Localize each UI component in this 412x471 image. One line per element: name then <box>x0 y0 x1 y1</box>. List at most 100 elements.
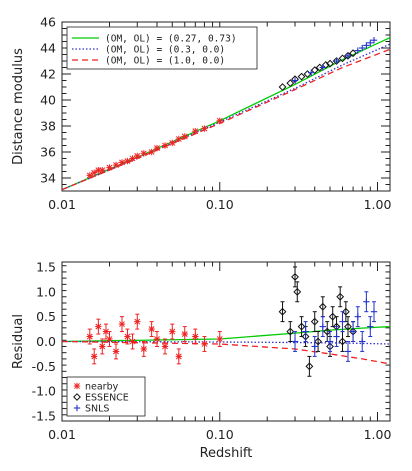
data-point-plus <box>344 52 352 59</box>
x-tick-label: 0.01 <box>48 427 76 442</box>
model-curve-dashed <box>62 48 390 191</box>
data-point-asterisk-d2 <box>216 336 223 342</box>
data-point-diamond <box>310 66 319 75</box>
data-point-asterisk-d2 <box>169 139 176 146</box>
y-tick-label: 44 <box>40 41 56 56</box>
data-point-diamond <box>310 317 319 326</box>
data-point-plus <box>363 42 370 49</box>
data-point-asterisk <box>99 167 106 174</box>
y-tick-label: 46 <box>40 15 56 30</box>
data-point-asterisk <box>181 330 188 338</box>
distance-modulus-panel: 0.01 0.10 1.00 34 36 38 40 42 44 46 Distance modul… <box>11 15 391 213</box>
data-point-plus <box>367 323 374 330</box>
data-point-asterisk-d2 <box>140 150 147 157</box>
data-point-asterisk <box>86 172 93 179</box>
legend-label: SNLS <box>85 404 109 415</box>
data-point-asterisk-d2 <box>154 145 160 152</box>
model-legend: (OM, OL) = (0.27, 0.73)(OM, OL) = (0.3, … <box>66 26 258 70</box>
data-point-plus <box>359 338 366 345</box>
legend-marker-asterisk <box>73 382 81 390</box>
data-point-asterisk-d2 <box>216 117 223 124</box>
y-tick-label: 34 <box>40 171 56 186</box>
data-point-diamond <box>338 337 347 346</box>
data-point-plus <box>370 37 378 44</box>
data-point-asterisk-d2 <box>86 172 93 179</box>
data-point-plus <box>367 39 374 46</box>
data-point-diamond <box>286 79 295 88</box>
data-point-asterisk-d2 <box>175 136 182 142</box>
legend-label: (OM, OL) = (1.0, 0.0) <box>105 56 225 67</box>
data-point-asterisk-d2 <box>113 162 119 168</box>
data-point-asterisk-d2 <box>95 323 102 330</box>
data-point-asterisk-d2 <box>162 142 168 149</box>
data-point-asterisk <box>118 320 126 328</box>
data-point-asterisk <box>169 328 176 335</box>
data-point-asterisk <box>124 333 131 340</box>
legend-marker-plus <box>73 404 81 412</box>
data-point-plus <box>302 328 309 335</box>
y-tick-label: -0.5 <box>32 359 56 374</box>
data-point-diamond <box>344 322 352 331</box>
data-point-asterisk-d2 <box>192 333 199 340</box>
data-point-plus <box>333 57 340 65</box>
data-point-diamond <box>341 307 350 316</box>
data-point-asterisk-d2 <box>119 159 125 166</box>
data-point-diamond <box>305 362 314 371</box>
data-point-plus <box>326 338 334 345</box>
data-point-asterisk <box>175 353 182 360</box>
data-point-plus <box>319 323 327 330</box>
data-point-plus <box>308 69 315 76</box>
data-point-asterisk <box>140 345 147 353</box>
data-point-asterisk <box>216 117 223 124</box>
data-point-asterisk <box>95 323 102 330</box>
data-point-asterisk <box>181 133 188 140</box>
data-point-asterisk-d2 <box>129 155 136 162</box>
x-axis-title: Redshift <box>200 446 253 461</box>
data-point-asterisk-d2 <box>86 333 93 340</box>
data-point-plus <box>363 298 370 305</box>
data-point-asterisk <box>153 144 161 152</box>
sample-legend-box <box>66 376 146 417</box>
data-point-asterisk-d2 <box>154 336 160 342</box>
data-point-asterisk <box>134 152 141 160</box>
data-point-asterisk <box>134 318 141 325</box>
data-point-asterisk-d2 <box>201 341 208 347</box>
legend-label: ESSENCE <box>85 393 129 404</box>
data-point-asterisk-d2 <box>192 128 199 135</box>
data-point-diamond <box>291 272 299 281</box>
data-point-asterisk-d2 <box>91 169 98 176</box>
data-point-diamond <box>326 59 334 68</box>
data-point-asterisk <box>106 164 113 171</box>
data-point-asterisk <box>140 150 147 157</box>
y-tick-label: 1.5 <box>36 259 56 274</box>
data-point-asterisk <box>91 353 98 360</box>
y-tick-label: 0.0 <box>36 334 56 349</box>
data-point-asterisk <box>161 142 169 149</box>
data-point-plus <box>349 328 357 335</box>
y-axis-title: Residual <box>11 314 26 369</box>
data-point-asterisk <box>99 343 106 350</box>
data-point-asterisk-d2 <box>134 152 141 159</box>
data-point-plus <box>344 348 352 355</box>
data-point-asterisk-d2 <box>119 321 125 328</box>
model-legend-box <box>66 26 258 70</box>
residual-panel: 0.01 0.10 1.00 -1.5 -1.0 -0.5 0.0 0.5 1.0 1.5 Resi… <box>11 259 391 461</box>
model-curve-dotted <box>62 340 390 345</box>
data-point-asterisk-d2 <box>181 331 188 337</box>
data-point-diamond <box>293 287 302 296</box>
data-point-asterisk <box>148 325 155 333</box>
data-point-diamond <box>297 322 306 331</box>
data-point-asterisk-d2 <box>169 328 176 335</box>
data-point-asterisk <box>192 333 199 340</box>
x-tick-label: 0.10 <box>206 427 234 442</box>
y-tick-label: 38 <box>40 119 56 134</box>
data-point-asterisk-d2 <box>134 318 141 325</box>
data-point-asterisk-d2 <box>113 348 119 355</box>
y-tick-label: 36 <box>40 145 56 160</box>
data-point-diamond <box>336 292 345 301</box>
data-point-diamond <box>318 302 327 311</box>
legend-marker-asterisk-d2 <box>74 383 80 389</box>
data-point-asterisk <box>112 161 120 169</box>
data-point-diamond <box>278 307 287 316</box>
